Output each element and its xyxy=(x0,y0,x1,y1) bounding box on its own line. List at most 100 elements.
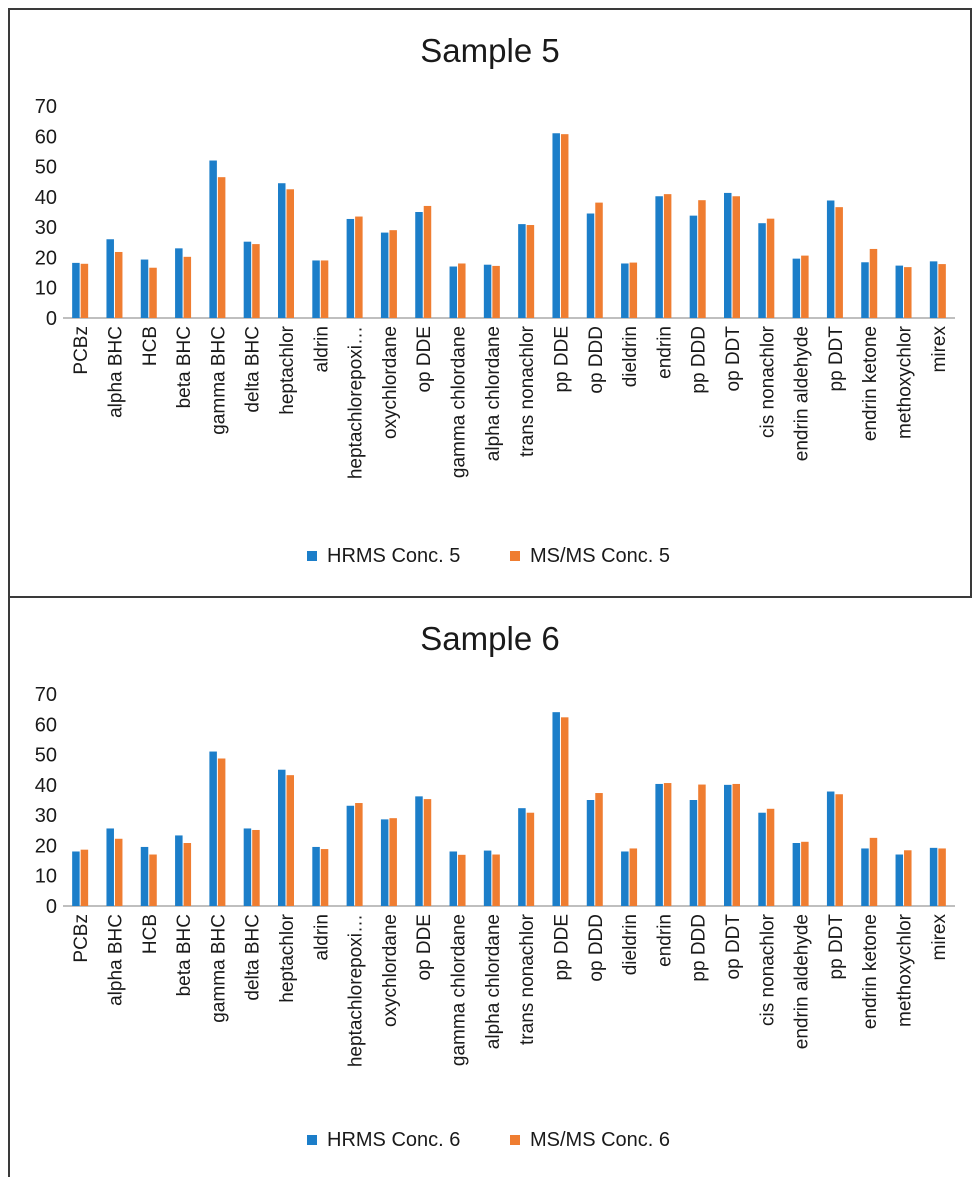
legend-swatch-msms xyxy=(510,551,520,561)
bar-msms-op-ddt xyxy=(732,783,740,906)
bar-msms-endrin xyxy=(663,783,672,906)
x-tick-label: cis nonachlor xyxy=(757,325,778,438)
x-tick-label: methoxychlor xyxy=(895,913,916,1027)
bar-hrms-endrin-aldehyde xyxy=(792,258,801,318)
bar-hrms-op-ddd xyxy=(586,213,595,318)
x-tick-label: endrin xyxy=(654,326,675,379)
x-tick-label: gamma chlordane xyxy=(449,914,470,1066)
bar-hrms-op-dde xyxy=(415,212,423,318)
x-tick-label: endrin aldehyde xyxy=(792,914,813,1049)
x-tick-label: PCBz xyxy=(71,326,92,375)
y-tick-label: 60 xyxy=(35,714,57,736)
y-tick-label: 10 xyxy=(35,866,57,888)
bar-msms-alpha-chlordane xyxy=(492,265,500,318)
chart-title: Sample 6 xyxy=(420,620,559,657)
bar-msms-pcbz xyxy=(80,849,89,906)
bar-msms-cis-nonachlor xyxy=(766,218,775,318)
bar-hrms-pp-ddt xyxy=(826,791,835,906)
bar-hrms-mirex xyxy=(929,261,938,318)
bar-hrms-gamma-chlordane xyxy=(449,266,458,318)
legend-label: MS/MS Conc. 6 xyxy=(530,1129,670,1151)
bar-msms-gamma-bhc xyxy=(217,177,226,318)
bar-hrms-endrin xyxy=(655,783,663,906)
bar-msms-pp-ddd xyxy=(698,784,706,906)
x-tick-label: alpha chlordane xyxy=(483,914,504,1049)
x-tick-label: alpha chlordane xyxy=(483,326,504,461)
x-tick-label: heptachlor xyxy=(277,913,298,1002)
bar-msms-heptachlor xyxy=(286,775,294,906)
bar-hrms-cis-nonachlor xyxy=(758,812,766,906)
x-tick-label: oxychlordane xyxy=(380,914,401,1027)
x-tick-label: pp DDE xyxy=(551,914,572,981)
bar-msms-oxychlordane xyxy=(389,230,397,318)
bar-msms-endrin xyxy=(663,194,672,318)
bar-msms-oxychlordane xyxy=(389,818,397,906)
y-tick-label: 30 xyxy=(35,217,57,239)
x-tick-label: endrin ketone xyxy=(860,326,881,441)
bar-msms-beta-bhc xyxy=(183,843,192,906)
bar-hrms-cis-nonachlor xyxy=(758,223,766,318)
bar-hrms-pcbz xyxy=(72,851,80,906)
bar-hrms-endrin-ketone xyxy=(861,848,869,906)
bar-hrms-heptachlor xyxy=(278,769,286,906)
x-tick-label: pp DDE xyxy=(551,326,572,393)
legend-label: MS/MS Conc. 5 xyxy=(530,545,670,567)
x-tick-label: HCB xyxy=(140,326,161,366)
bar-hrms-pp-ddd xyxy=(689,215,698,318)
bar-msms-hcb xyxy=(149,267,157,318)
x-tick-label: heptachlor xyxy=(277,325,298,414)
bar-msms-pp-ddt xyxy=(835,794,843,906)
x-tick-label: trans nonachlor xyxy=(517,913,538,1045)
bar-msms-methoxychlor xyxy=(904,850,912,906)
x-tick-label: mirex xyxy=(929,914,950,961)
bar-hrms-pp-dde xyxy=(552,133,560,318)
y-tick-label: 50 xyxy=(35,745,57,767)
bar-msms-endrin-ketone xyxy=(869,248,878,318)
y-tick-label: 30 xyxy=(35,805,57,827)
bar-msms-endrin-aldehyde xyxy=(801,255,809,318)
x-tick-label: PCBz xyxy=(71,914,92,963)
bar-hrms-gamma-bhc xyxy=(209,160,217,318)
x-tick-label: gamma BHC xyxy=(208,326,229,435)
y-tick-label: 0 xyxy=(46,896,57,918)
bar-msms-beta-bhc xyxy=(183,256,192,318)
legend-swatch-hrms xyxy=(307,551,317,561)
y-tick-label: 70 xyxy=(35,684,57,706)
bar-msms-pp-ddd xyxy=(698,200,706,318)
bar-msms-alpha-bhc xyxy=(114,251,123,318)
bar-msms-pp-dde xyxy=(560,134,569,318)
bar-hrms-trans-nonachlor xyxy=(518,808,526,906)
bar-msms-trans-nonachlor xyxy=(526,812,535,906)
bar-hrms-beta-bhc xyxy=(175,248,183,318)
x-tick-label: gamma BHC xyxy=(208,914,229,1023)
bar-msms-trans-nonachlor xyxy=(526,225,535,318)
bar-msms-heptachlor xyxy=(286,189,294,318)
x-tick-label: oxychlordane xyxy=(380,326,401,439)
bar-msms-op-dde xyxy=(423,205,432,318)
chart-sample-6: Sample 6 0 10 20 30 40 50 60 70 PCBz alpha BHC HCB b… xyxy=(35,620,955,1151)
bar-msms-methoxychlor xyxy=(904,267,912,318)
y-tick-label: 40 xyxy=(35,775,57,797)
bar-msms-mirex xyxy=(938,848,946,906)
x-tick-label: aldrin xyxy=(311,326,332,372)
x-tick-label: endrin ketone xyxy=(860,914,881,1029)
bar-msms-gamma-bhc xyxy=(217,758,226,906)
x-tick-label: heptachlorepoxi… xyxy=(346,326,367,479)
bar-hrms-methoxychlor xyxy=(895,265,904,318)
x-tick-label: pp DDD xyxy=(689,326,710,394)
bar-msms-endrin-aldehyde xyxy=(801,841,809,906)
x-tick-label: op DDT xyxy=(723,914,744,980)
x-tick-label: op DDT xyxy=(723,326,744,392)
bar-hrms-delta-bhc xyxy=(243,241,252,318)
bar-msms-alpha-bhc xyxy=(114,838,123,906)
bar-msms-op-ddd xyxy=(595,793,603,906)
bar-hrms-gamma-bhc xyxy=(209,751,217,906)
y-tick-label: 60 xyxy=(35,126,57,148)
legend-label: HRMS Conc. 6 xyxy=(327,1129,460,1151)
bar-msms-aldrin xyxy=(320,260,329,318)
bar-msms-heptachlorepoxi- xyxy=(355,216,363,318)
bar-msms-pp-dde xyxy=(560,717,569,906)
bar-msms-hcb xyxy=(149,854,157,906)
y-tick-label: 70 xyxy=(35,96,57,118)
bar-hrms-beta-bhc xyxy=(175,835,183,906)
